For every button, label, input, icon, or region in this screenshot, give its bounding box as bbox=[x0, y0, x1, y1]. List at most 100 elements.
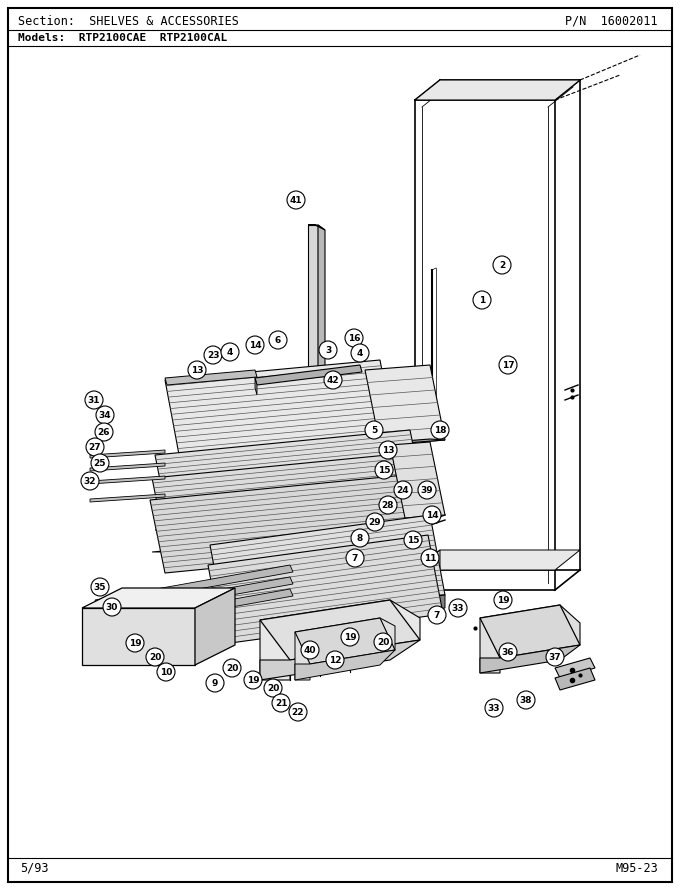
Text: 34: 34 bbox=[99, 410, 112, 419]
Polygon shape bbox=[90, 450, 165, 458]
Polygon shape bbox=[260, 600, 420, 660]
Text: 3: 3 bbox=[325, 345, 331, 354]
Text: 14: 14 bbox=[249, 341, 261, 350]
Circle shape bbox=[289, 703, 307, 721]
Text: 16: 16 bbox=[347, 334, 360, 343]
Text: 8: 8 bbox=[357, 533, 363, 543]
Polygon shape bbox=[195, 588, 235, 665]
Circle shape bbox=[546, 648, 564, 666]
Text: 12: 12 bbox=[328, 656, 341, 665]
Polygon shape bbox=[165, 360, 395, 460]
Circle shape bbox=[272, 694, 290, 712]
Circle shape bbox=[394, 481, 412, 499]
Text: 19: 19 bbox=[129, 638, 141, 648]
Circle shape bbox=[379, 441, 397, 459]
Polygon shape bbox=[150, 475, 420, 573]
Circle shape bbox=[499, 643, 517, 661]
Circle shape bbox=[157, 663, 175, 681]
Circle shape bbox=[517, 691, 535, 709]
Circle shape bbox=[301, 641, 319, 659]
Circle shape bbox=[418, 481, 436, 499]
Text: 2: 2 bbox=[499, 261, 505, 270]
Circle shape bbox=[95, 423, 113, 441]
Circle shape bbox=[223, 659, 241, 677]
Text: 4: 4 bbox=[227, 347, 233, 357]
Text: 4: 4 bbox=[357, 349, 363, 358]
Polygon shape bbox=[208, 535, 443, 644]
Polygon shape bbox=[295, 650, 395, 680]
Circle shape bbox=[91, 578, 109, 596]
Polygon shape bbox=[165, 370, 257, 385]
Polygon shape bbox=[480, 605, 580, 673]
Text: 19: 19 bbox=[247, 676, 259, 684]
Circle shape bbox=[146, 648, 164, 666]
Polygon shape bbox=[8, 8, 672, 882]
Text: 15: 15 bbox=[407, 536, 420, 545]
Circle shape bbox=[366, 513, 384, 531]
Polygon shape bbox=[260, 640, 420, 680]
Circle shape bbox=[404, 531, 422, 549]
Circle shape bbox=[81, 472, 99, 490]
Text: 39: 39 bbox=[421, 486, 433, 495]
Polygon shape bbox=[95, 589, 293, 631]
Polygon shape bbox=[152, 527, 423, 552]
Polygon shape bbox=[415, 80, 580, 100]
Circle shape bbox=[421, 549, 439, 567]
Circle shape bbox=[351, 529, 369, 547]
Circle shape bbox=[246, 336, 264, 354]
Polygon shape bbox=[390, 442, 445, 518]
Polygon shape bbox=[180, 440, 395, 473]
Circle shape bbox=[485, 699, 503, 717]
Text: 42: 42 bbox=[326, 376, 339, 384]
Text: 22: 22 bbox=[292, 708, 304, 716]
Text: 24: 24 bbox=[396, 486, 409, 495]
Text: M95-23: M95-23 bbox=[615, 862, 658, 875]
Circle shape bbox=[494, 591, 512, 609]
Text: 35: 35 bbox=[94, 582, 106, 592]
Text: 9: 9 bbox=[211, 678, 218, 687]
Text: 5: 5 bbox=[371, 425, 377, 434]
Polygon shape bbox=[95, 565, 293, 607]
Circle shape bbox=[375, 461, 393, 479]
Text: 6: 6 bbox=[275, 336, 281, 344]
Circle shape bbox=[431, 421, 449, 439]
Circle shape bbox=[269, 331, 287, 349]
Text: 28: 28 bbox=[381, 500, 394, 509]
Circle shape bbox=[493, 256, 511, 274]
Circle shape bbox=[351, 344, 369, 362]
Text: 21: 21 bbox=[275, 699, 287, 708]
Polygon shape bbox=[365, 365, 445, 445]
Polygon shape bbox=[308, 225, 318, 390]
Text: 26: 26 bbox=[98, 427, 110, 436]
Text: 41: 41 bbox=[290, 196, 303, 205]
Polygon shape bbox=[365, 439, 445, 445]
Circle shape bbox=[379, 496, 397, 514]
Polygon shape bbox=[165, 440, 395, 460]
Text: 27: 27 bbox=[88, 442, 101, 451]
Polygon shape bbox=[555, 668, 595, 690]
Circle shape bbox=[319, 341, 337, 359]
Text: 20: 20 bbox=[267, 684, 279, 692]
Circle shape bbox=[324, 371, 342, 389]
Polygon shape bbox=[295, 618, 395, 680]
Polygon shape bbox=[480, 605, 580, 658]
Circle shape bbox=[86, 438, 104, 456]
Polygon shape bbox=[210, 595, 445, 625]
Circle shape bbox=[221, 343, 239, 361]
Text: 14: 14 bbox=[426, 511, 439, 520]
Circle shape bbox=[365, 421, 383, 439]
Polygon shape bbox=[170, 505, 425, 543]
Text: 13: 13 bbox=[381, 446, 394, 455]
Polygon shape bbox=[480, 645, 580, 673]
Circle shape bbox=[188, 361, 206, 379]
Polygon shape bbox=[260, 600, 420, 680]
Polygon shape bbox=[152, 453, 423, 552]
Text: 33: 33 bbox=[452, 603, 464, 612]
Text: P/N  16002011: P/N 16002011 bbox=[565, 14, 658, 28]
Text: 7: 7 bbox=[352, 554, 358, 562]
Circle shape bbox=[449, 599, 467, 617]
Text: 25: 25 bbox=[94, 458, 106, 467]
Text: 33: 33 bbox=[488, 703, 500, 713]
Circle shape bbox=[103, 598, 121, 616]
Text: 20: 20 bbox=[377, 637, 389, 646]
